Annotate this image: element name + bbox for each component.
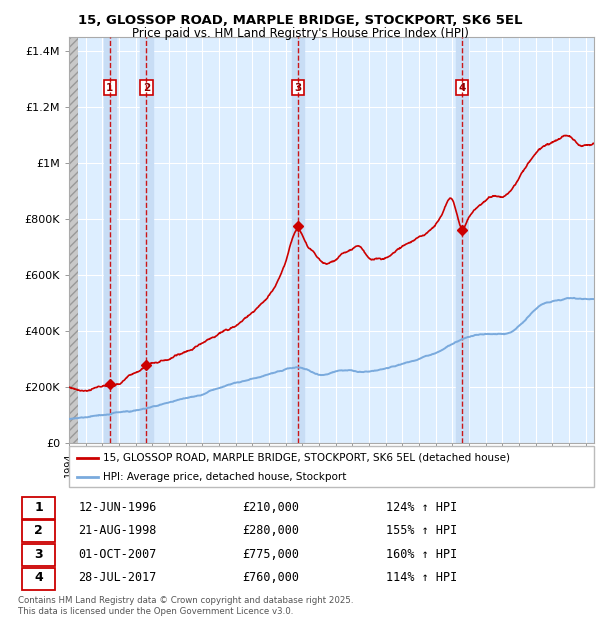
Text: 1: 1 bbox=[106, 82, 113, 92]
Text: 3: 3 bbox=[34, 547, 43, 560]
Text: Price paid vs. HM Land Registry's House Price Index (HPI): Price paid vs. HM Land Registry's House … bbox=[131, 27, 469, 40]
Bar bbox=[104, 37, 116, 443]
FancyBboxPatch shape bbox=[22, 544, 55, 566]
Bar bbox=[455, 37, 468, 443]
Text: 114% ↑ HPI: 114% ↑ HPI bbox=[386, 571, 458, 584]
Bar bbox=[69, 37, 78, 443]
Text: 2: 2 bbox=[34, 525, 43, 537]
Text: 28-JUL-2017: 28-JUL-2017 bbox=[78, 571, 157, 584]
Bar bbox=[140, 37, 152, 443]
FancyBboxPatch shape bbox=[22, 521, 55, 542]
Text: £280,000: £280,000 bbox=[242, 525, 299, 537]
Text: 3: 3 bbox=[295, 82, 302, 92]
Text: 12-JUN-1996: 12-JUN-1996 bbox=[78, 501, 157, 514]
Text: 124% ↑ HPI: 124% ↑ HPI bbox=[386, 501, 458, 514]
Text: 2: 2 bbox=[143, 82, 150, 92]
FancyBboxPatch shape bbox=[69, 446, 594, 487]
Text: HPI: Average price, detached house, Stockport: HPI: Average price, detached house, Stoc… bbox=[103, 472, 347, 482]
Text: 1: 1 bbox=[34, 501, 43, 514]
Text: £210,000: £210,000 bbox=[242, 501, 299, 514]
Text: 4: 4 bbox=[458, 82, 466, 92]
Text: 155% ↑ HPI: 155% ↑ HPI bbox=[386, 525, 458, 537]
Text: 15, GLOSSOP ROAD, MARPLE BRIDGE, STOCKPORT, SK6 5EL (detached house): 15, GLOSSOP ROAD, MARPLE BRIDGE, STOCKPO… bbox=[103, 453, 510, 463]
Text: 160% ↑ HPI: 160% ↑ HPI bbox=[386, 547, 458, 560]
Text: £760,000: £760,000 bbox=[242, 571, 299, 584]
Text: £775,000: £775,000 bbox=[242, 547, 299, 560]
Text: 15, GLOSSOP ROAD, MARPLE BRIDGE, STOCKPORT, SK6 5EL: 15, GLOSSOP ROAD, MARPLE BRIDGE, STOCKPO… bbox=[78, 14, 522, 27]
Text: 01-OCT-2007: 01-OCT-2007 bbox=[78, 547, 157, 560]
Text: 4: 4 bbox=[34, 571, 43, 584]
FancyBboxPatch shape bbox=[22, 497, 55, 519]
FancyBboxPatch shape bbox=[22, 567, 55, 590]
Text: Contains HM Land Registry data © Crown copyright and database right 2025.
This d: Contains HM Land Registry data © Crown c… bbox=[18, 596, 353, 616]
Text: 21-AUG-1998: 21-AUG-1998 bbox=[78, 525, 157, 537]
Bar bbox=[292, 37, 304, 443]
